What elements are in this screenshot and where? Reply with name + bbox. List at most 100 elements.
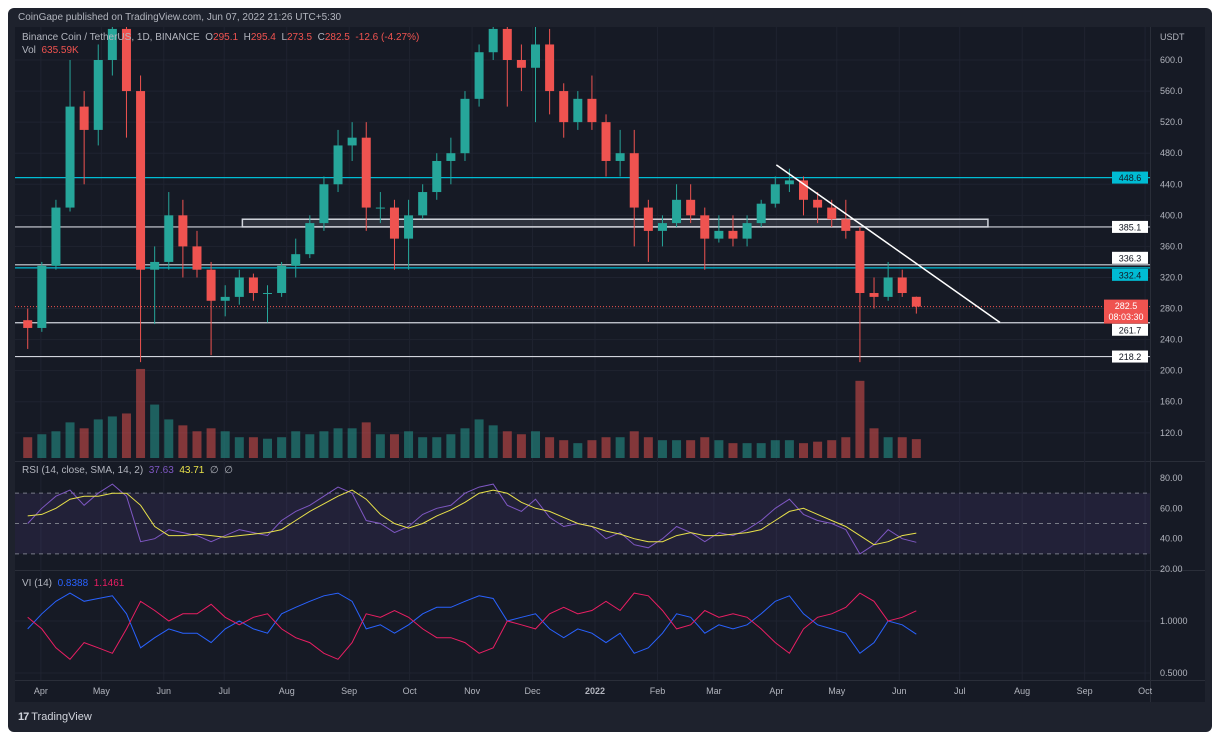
- rsi-label[interactable]: RSI (14, close, SMA, 14, 2): [22, 465, 144, 476]
- volume-bar: [37, 434, 47, 458]
- candle-body: [37, 265, 47, 328]
- volume-value: 635.59K: [41, 45, 79, 56]
- candle-body: [291, 254, 301, 266]
- price-tick-label: 360.0: [1160, 241, 1183, 251]
- rsi-tick-label: 60.00: [1160, 503, 1183, 513]
- volume-bar: [136, 368, 146, 458]
- volume-bar: [65, 422, 75, 458]
- volume-bar: [601, 437, 611, 458]
- candle-body: [827, 207, 837, 220]
- level-price-label: 336.3: [1119, 253, 1142, 263]
- candle-body: [361, 137, 371, 208]
- candle-body: [728, 230, 738, 239]
- volume-bar: [234, 437, 244, 458]
- volume-bar: [742, 443, 752, 458]
- price-tick-label: 120.0: [1160, 428, 1183, 438]
- time-tick-label: Oct: [1138, 686, 1153, 696]
- candle-body: [855, 230, 865, 294]
- rsi-sma-value: 43.71: [179, 465, 205, 476]
- volume-bar: [573, 443, 583, 458]
- time-tick-label: Jun: [892, 686, 907, 696]
- vi-minus-line: [27, 592, 917, 660]
- level-price-tag: [1112, 350, 1148, 363]
- plot-area: [15, 27, 1150, 660]
- candle-body: [869, 293, 879, 297]
- volume-bar: [361, 422, 371, 458]
- close-value: 282.5: [324, 32, 350, 43]
- candle-body: [756, 203, 766, 224]
- volume-legend: Vol 635.59K: [22, 45, 79, 56]
- volume-bar: [841, 437, 851, 458]
- candle-body: [192, 246, 202, 270]
- volume-bar: [333, 428, 343, 458]
- level-price-tag: [1112, 268, 1148, 281]
- volume-bar: [23, 437, 33, 458]
- price-tick-label: 400.0: [1160, 210, 1183, 220]
- tradingview-footer[interactable]: 17 TradingView: [18, 711, 92, 723]
- candle-body: [516, 60, 526, 68]
- candle-body: [375, 207, 385, 209]
- volume-bar: [686, 440, 696, 458]
- price-tick-label: 320.0: [1160, 272, 1183, 282]
- volume-bar: [531, 431, 541, 458]
- time-tick-label: May: [828, 686, 846, 696]
- time-tick-label: Sep: [1077, 686, 1093, 696]
- volume-bar: [516, 434, 526, 458]
- time-tick-label: Jul: [218, 686, 230, 696]
- time-tick-label: Dec: [525, 686, 542, 696]
- candle-body: [784, 180, 794, 185]
- vi-label[interactable]: VI (14): [22, 578, 53, 589]
- candle-body: [545, 44, 555, 92]
- volume-bar: [121, 413, 131, 458]
- volume-bar: [347, 428, 357, 458]
- candle-body: [629, 153, 639, 208]
- vi-tick-label: 0.5000: [1160, 668, 1188, 678]
- tradingview-logo-icon: 17: [18, 711, 29, 723]
- close-label: C: [317, 32, 325, 43]
- candle-body: [460, 98, 470, 154]
- vi-plus-line: [27, 592, 917, 655]
- last-price-label: 282.5: [1115, 301, 1138, 311]
- symbol-name[interactable]: Binance Coin / TetherUS, 1D, BINANCE: [22, 32, 200, 43]
- volume-bar: [93, 419, 103, 458]
- high-value: 295.4: [250, 32, 276, 43]
- candle-body: [418, 192, 428, 216]
- time-tick-label: Jun: [157, 686, 172, 696]
- level-price-tag: [1112, 323, 1148, 336]
- volume-bar: [474, 419, 484, 458]
- volume-bar: [164, 419, 174, 458]
- volume-bar: [404, 431, 414, 458]
- rsi-legend: RSI (14, close, SMA, 14, 2) 37.63 43.71 …: [22, 465, 233, 476]
- rsi-tick-label: 20.00: [1160, 564, 1183, 574]
- candle-body: [220, 296, 230, 301]
- volume-bar: [784, 440, 794, 458]
- volume-label[interactable]: Vol: [22, 45, 36, 56]
- candle-body: [121, 28, 131, 92]
- volume-bar: [897, 437, 907, 458]
- rsi-tick-label: 40.00: [1160, 534, 1183, 544]
- volume-bar: [291, 431, 301, 458]
- time-tick-label: Aug: [1014, 686, 1030, 696]
- candle-body: [643, 207, 653, 231]
- volume-bar: [756, 443, 766, 458]
- volume-bar: [432, 437, 442, 458]
- rsi-pane: [15, 462, 1150, 570]
- candle-body: [333, 145, 343, 185]
- candle-body: [23, 320, 33, 328]
- candle-body: [474, 52, 484, 99]
- volume-bar: [107, 416, 117, 458]
- volume-bar: [728, 443, 738, 458]
- vi-minus-value: 1.1461: [93, 578, 125, 589]
- candle-body: [714, 230, 724, 239]
- volume-bar: [911, 439, 921, 458]
- candle-body: [277, 265, 287, 294]
- candle-body: [404, 215, 414, 239]
- low-label: L: [281, 32, 287, 43]
- candle-body: [51, 207, 61, 266]
- volume-bar: [460, 428, 470, 458]
- price-tick-label: 480.0: [1160, 148, 1183, 158]
- price-tick-label: 520.0: [1160, 117, 1183, 127]
- candle-body: [248, 277, 258, 294]
- time-tick-label: Apr: [34, 686, 48, 696]
